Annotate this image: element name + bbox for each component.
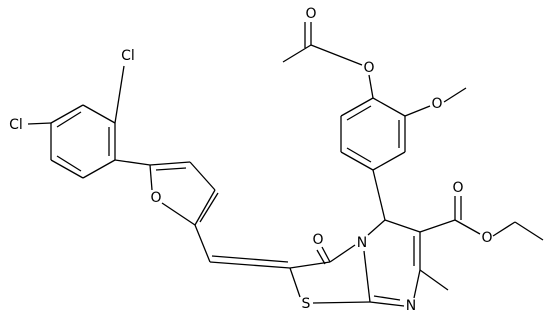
bond <box>114 65 125 124</box>
bond <box>340 97 374 117</box>
bond <box>199 192 219 223</box>
bond <box>384 219 421 233</box>
bond <box>443 87 467 103</box>
bond <box>50 159 84 179</box>
bond <box>149 161 191 166</box>
bond <box>454 219 481 235</box>
atom-label: O <box>150 190 161 206</box>
bond <box>363 250 371 303</box>
bond <box>369 301 405 307</box>
bond <box>114 159 151 166</box>
bond <box>211 255 289 263</box>
bond <box>372 97 406 117</box>
bond <box>194 224 211 263</box>
bond <box>282 44 312 63</box>
bond <box>50 104 84 124</box>
bond <box>367 219 386 236</box>
bond <box>368 74 374 99</box>
bond <box>155 167 187 171</box>
bond <box>372 151 406 171</box>
bonds <box>27 22 544 307</box>
bond <box>56 155 82 172</box>
bond <box>419 269 449 291</box>
bond <box>56 111 82 128</box>
bond <box>82 159 116 179</box>
bond <box>189 161 216 191</box>
bond <box>373 295 401 301</box>
atom-label: O <box>481 230 492 246</box>
atom-label: N <box>357 235 367 251</box>
atom-label: O <box>312 232 323 248</box>
bond <box>27 122 52 125</box>
bond <box>149 164 153 191</box>
atom-label: O <box>305 6 316 22</box>
atom-label: Cl <box>9 117 23 133</box>
bond <box>340 151 374 171</box>
bond <box>82 104 116 124</box>
atom-label: O <box>363 60 374 76</box>
bond <box>321 246 331 263</box>
bond <box>316 249 326 265</box>
bond <box>289 267 301 298</box>
bond <box>329 244 356 263</box>
atom-label: O <box>431 96 442 112</box>
bond <box>346 105 372 121</box>
atom-label: Cl <box>121 48 135 64</box>
bond <box>209 261 291 269</box>
bond <box>346 147 372 163</box>
atom-label: S <box>302 296 311 312</box>
atom-label: N <box>406 298 416 314</box>
atom-label: O <box>452 180 463 196</box>
bond <box>413 269 421 299</box>
bond <box>372 169 386 221</box>
bond <box>312 301 371 304</box>
bond <box>514 221 544 241</box>
bond <box>404 105 431 117</box>
bond <box>161 202 196 226</box>
bond <box>419 219 456 233</box>
bond <box>289 261 331 269</box>
bond <box>492 221 516 237</box>
bond <box>194 189 216 226</box>
atom-labels: O O O Cl Cl O O N S N O O <box>9 6 492 314</box>
bond <box>310 44 363 66</box>
